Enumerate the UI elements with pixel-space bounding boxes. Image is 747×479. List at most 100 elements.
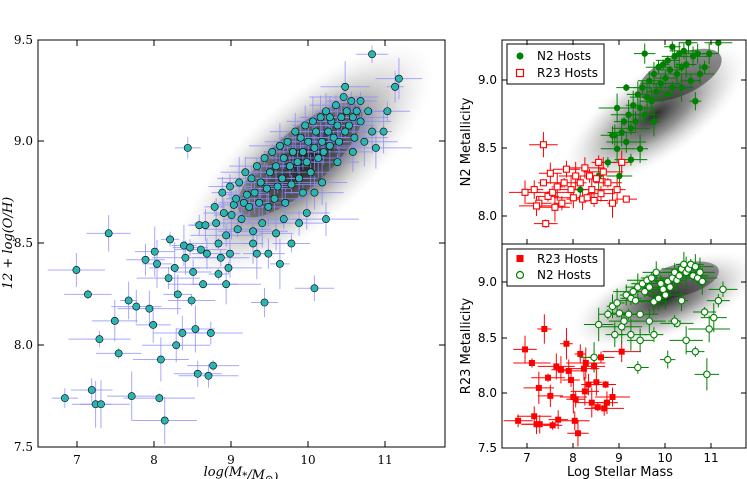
br-r23-point (557, 366, 564, 373)
left-data-point (339, 93, 348, 101)
br-r23-point (597, 354, 604, 361)
left-data-point (319, 148, 328, 156)
tr-n2-point (659, 61, 667, 68)
left-data-point (196, 245, 205, 254)
left-data-point (350, 133, 359, 142)
left-data-point (110, 316, 119, 325)
left-data-point (255, 198, 264, 207)
br-r23-point (594, 404, 601, 411)
bottom-right-points (515, 260, 727, 437)
left-data-point (241, 168, 250, 177)
br-ytick-label: 9.0 (478, 275, 497, 289)
tr-r23-point (562, 165, 571, 173)
left-data-point (309, 117, 317, 126)
left-data-point (224, 264, 233, 272)
br-xtick-label: 8 (569, 451, 577, 465)
left-data-point (356, 117, 365, 126)
legend-br-r23-label: R23 Hosts (537, 252, 598, 266)
left-data-point (283, 137, 292, 146)
tr-r23-point (553, 183, 561, 191)
tr-n2-point (648, 98, 655, 105)
left-data-point (371, 143, 380, 152)
left-data-point (232, 194, 241, 203)
tr-n2-point (653, 88, 660, 95)
left-points (60, 50, 403, 425)
left-data-point (299, 188, 307, 197)
tr-n2-point (685, 40, 692, 46)
left-data-point (293, 158, 302, 166)
br-r23-point (541, 326, 548, 332)
left-data-point (239, 198, 248, 207)
left-data-point (322, 215, 330, 223)
br-r23-point (588, 399, 595, 406)
left-data-point (173, 290, 182, 299)
left-data-point (333, 121, 342, 130)
left-data-point (201, 221, 210, 230)
tr-n2-point (616, 172, 623, 180)
left-data-point (360, 137, 369, 146)
left-data-point (222, 231, 231, 240)
left-data-point (325, 141, 334, 150)
tr-r23-point (544, 192, 552, 200)
br-n2-point (647, 274, 656, 282)
tr-n2-point (664, 91, 671, 98)
left-data-point (203, 249, 211, 258)
br-n2-point (594, 320, 603, 329)
left-data-point (310, 188, 319, 197)
left-data-point (304, 137, 313, 146)
br-n2-point (666, 283, 674, 291)
left-data-point (166, 235, 174, 244)
left-data-point (124, 296, 133, 305)
left-data-point (210, 202, 219, 211)
tr-n2-point (657, 80, 665, 87)
tr-n2-point (689, 53, 697, 60)
br-r23-point (580, 365, 587, 372)
left-tick-marks (38, 40, 445, 447)
left-data-point (264, 249, 273, 258)
br-n2-point (698, 277, 707, 286)
left-data-point (160, 416, 169, 425)
left-data-point (314, 154, 323, 162)
tr-n2-point (694, 50, 701, 57)
br-r23-point (618, 348, 625, 355)
tr-n2-point (662, 74, 669, 82)
tr-n2-point (618, 129, 625, 136)
br-r23-point (571, 417, 578, 424)
left-data-point (233, 225, 242, 234)
tr-n2-point (604, 159, 612, 166)
left-data-point (252, 162, 261, 171)
top-right-y-ticks: 8.0 8.5 9.0 (478, 73, 497, 223)
left-data-point (275, 259, 284, 268)
br-xtick-label: 11 (703, 451, 718, 465)
left-data-point (235, 178, 244, 187)
left-data-point (383, 107, 392, 116)
left-data-point (337, 113, 346, 122)
left-data-point (341, 82, 350, 91)
tr-n2-point (632, 118, 639, 125)
tr-r23-point (599, 168, 607, 176)
left-data-point (183, 143, 192, 152)
left-data-point (364, 107, 373, 116)
tr-n2-point (611, 132, 618, 139)
left-data-point (209, 361, 217, 370)
left-xtick-label: 8 (150, 453, 158, 467)
left-data-point (395, 74, 403, 83)
br-n2-point (696, 268, 704, 277)
br-n2-point (613, 299, 621, 307)
tr-n2-point (646, 77, 653, 85)
br-n2-point (650, 330, 658, 339)
br-r23-point (549, 422, 556, 429)
left-data-point (155, 394, 164, 403)
br-n2-point (634, 363, 642, 372)
left-ytick-label: 9.0 (14, 134, 33, 148)
br-n2-point (620, 317, 628, 325)
left-data-point (87, 386, 96, 394)
br-n2-point (700, 308, 709, 316)
left-data-point (187, 296, 196, 305)
br-n2-point (691, 347, 700, 356)
legend-br-n2-label: N2 Hosts (537, 268, 591, 282)
br-r23-point (515, 417, 522, 424)
br-n2-point (615, 309, 624, 317)
left-data-point (222, 280, 231, 289)
bottom-right-y-ticks: 7.5 8.0 8.5 9.0 (478, 275, 497, 455)
